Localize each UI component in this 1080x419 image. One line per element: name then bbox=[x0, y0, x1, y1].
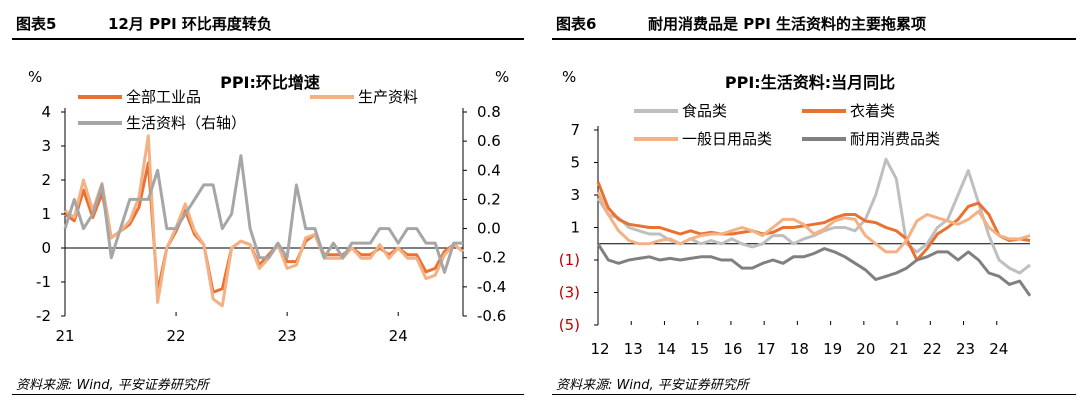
series-line bbox=[596, 191, 1031, 254]
y-tick-label-left: 2 bbox=[41, 171, 51, 189]
source-text: 资料来源: Wind, 平安证券研究所 bbox=[556, 378, 749, 393]
y-tick-label-right: 0.6 bbox=[477, 132, 501, 150]
x-tick-label: 24 bbox=[389, 327, 408, 345]
x-tick-label: 13 bbox=[624, 340, 643, 358]
legend-label: 全部工业品 bbox=[126, 88, 201, 106]
figure-title: 耐用消费品是 PPI 生活资料的主要拖累项 bbox=[648, 15, 927, 33]
source-note: 资料来源: Wind, 平安证券研究所 bbox=[12, 372, 524, 395]
source-note: 资料来源: Wind, 平安证券研究所 bbox=[552, 372, 1076, 395]
legend-label: 生产资料 bbox=[358, 88, 418, 106]
series-line bbox=[64, 134, 464, 308]
figure-number: 图表5 bbox=[16, 15, 57, 33]
figure-header: 图表6 耐用消费品是 PPI 生活资料的主要拖累项 bbox=[552, 8, 1076, 40]
y-tick-label-right: 0.4 bbox=[477, 161, 501, 179]
y-tick-label: 3 bbox=[570, 186, 580, 204]
chart-title: PPI:生活资料:当月同比 bbox=[725, 73, 895, 92]
y-tick-label-right: 0.8 bbox=[477, 103, 501, 121]
y-tick-label: (3) bbox=[559, 284, 580, 302]
x-tick-label: 14 bbox=[657, 340, 676, 358]
chart-living-materials-yoy: PPI:生活资料:当月同比% 7 5 3 1 (1) (3) (5) 12 13 14 15 16 17 1… bbox=[559, 68, 1032, 358]
y-tick-label-right: -0.4 bbox=[477, 278, 506, 296]
x-tick-label: 15 bbox=[690, 340, 709, 358]
x-tick-label: 19 bbox=[823, 340, 842, 358]
y-tick-label-left: 1 bbox=[41, 205, 51, 223]
y-tick-label-left: -1 bbox=[36, 273, 51, 291]
figure-title: 12月 PPI 环比再度转负 bbox=[108, 15, 272, 33]
y-axis-unit: % bbox=[562, 68, 576, 86]
y-tick-label-right: -0.2 bbox=[477, 249, 506, 267]
series-line bbox=[596, 242, 1032, 297]
y-tick-label-right: 0.0 bbox=[477, 220, 501, 238]
y-tick-label-left: -2 bbox=[36, 307, 51, 325]
x-tick-label: 21 bbox=[55, 327, 74, 345]
y-tick-label: 1 bbox=[570, 219, 580, 237]
y-tick-label-right: -0.6 bbox=[477, 307, 506, 325]
y-axis-unit-right: % bbox=[495, 68, 509, 86]
x-tick-label: 23 bbox=[278, 327, 297, 345]
y-tick-label-left: 4 bbox=[41, 103, 51, 121]
y-tick-label-left: 0 bbox=[41, 239, 51, 257]
y-tick-label: 7 bbox=[570, 121, 580, 139]
chart-ppi-mom: PPI:环比增速% %43210-1-20.80.60.40.20.0-0.2-0… bbox=[28, 68, 509, 345]
x-tick-label: 21 bbox=[890, 340, 909, 358]
y-tick-label: (1) bbox=[559, 251, 580, 269]
panel-figure-6: 图表6 耐用消费品是 PPI 生活资料的主要拖累项 PPI:生活资料:当月同比%… bbox=[540, 0, 1080, 419]
y-axis-unit-left: % bbox=[28, 68, 42, 86]
chart-title: PPI:环比增速 bbox=[220, 73, 320, 92]
legend-label: 耐用消费品类 bbox=[850, 130, 940, 148]
legend-label: 衣着类 bbox=[850, 102, 895, 120]
figure-number: 图表6 bbox=[556, 15, 597, 33]
y-tick-label-right: 0.2 bbox=[477, 190, 501, 208]
x-tick-label: 22 bbox=[923, 340, 942, 358]
y-tick-label-left: 3 bbox=[41, 137, 51, 155]
source-text: 资料来源: Wind, 平安证券研究所 bbox=[16, 378, 209, 393]
panel-figure-5: 图表5 12月 PPI 环比再度转负 PPI:环比增速%% 4 3 2 1 0 -1 -2 0.… bbox=[0, 0, 528, 419]
x-tick-label: 17 bbox=[757, 340, 776, 358]
y-tick-label: 5 bbox=[570, 154, 580, 172]
figure-header: 图表5 12月 PPI 环比再度转负 bbox=[12, 8, 524, 40]
y-tick-label: (5) bbox=[559, 316, 580, 334]
x-tick-label: 16 bbox=[723, 340, 742, 358]
legend-label: 生活资料（右轴） bbox=[126, 114, 246, 132]
x-tick-label: 24 bbox=[989, 340, 1008, 358]
legend-label: 一般日用品类 bbox=[682, 130, 772, 148]
x-tick-label: 20 bbox=[856, 340, 875, 358]
x-tick-label: 12 bbox=[590, 340, 609, 358]
x-tick-label: 22 bbox=[167, 327, 186, 345]
x-tick-label: 23 bbox=[956, 340, 975, 358]
x-tick-label: 18 bbox=[790, 340, 809, 358]
series-line bbox=[63, 154, 463, 274]
legend-label: 食品类 bbox=[682, 102, 727, 120]
series-line bbox=[596, 181, 1031, 262]
